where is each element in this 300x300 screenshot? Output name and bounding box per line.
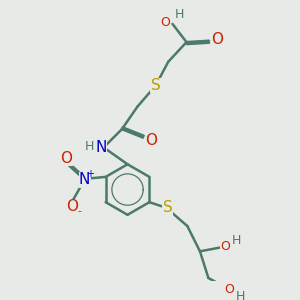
Text: O: O — [146, 133, 158, 148]
Text: -: - — [77, 206, 82, 216]
Text: O: O — [224, 283, 234, 296]
Text: O: O — [211, 32, 223, 47]
Text: S: S — [163, 200, 172, 215]
Text: O: O — [66, 199, 78, 214]
Text: O: O — [220, 240, 230, 253]
Text: H: H — [232, 234, 241, 247]
Text: N: N — [95, 140, 106, 155]
Text: O: O — [160, 16, 170, 29]
Text: +: + — [85, 169, 94, 178]
Text: H: H — [175, 8, 184, 20]
Text: S: S — [151, 78, 160, 93]
Text: H: H — [85, 140, 94, 153]
Text: O: O — [60, 151, 72, 166]
Text: N: N — [79, 172, 90, 187]
Text: H: H — [236, 290, 245, 300]
